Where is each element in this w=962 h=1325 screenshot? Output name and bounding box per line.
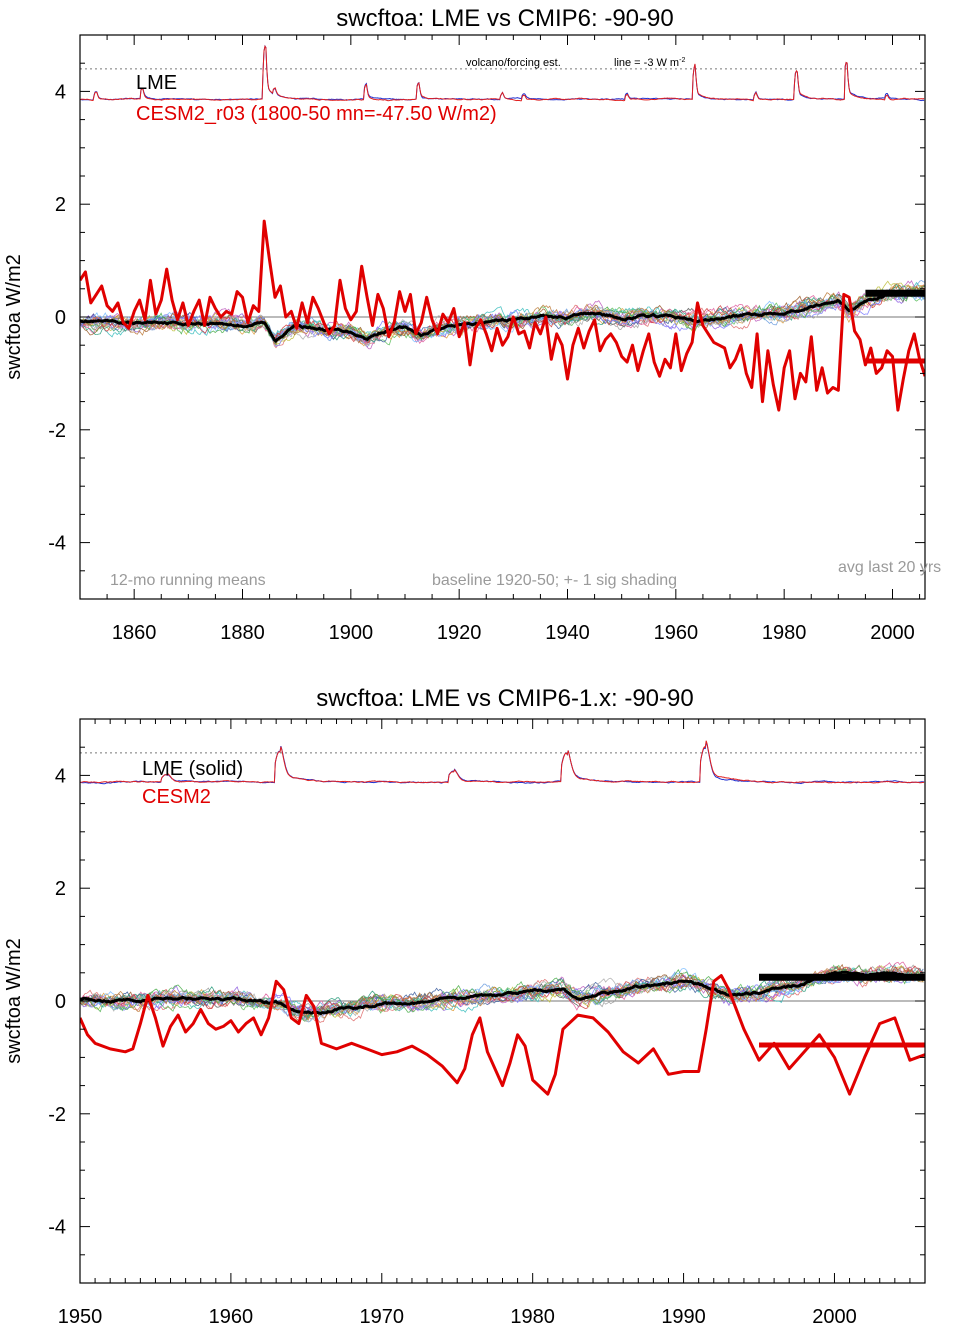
bottom-ensemble-member-13	[80, 968, 924, 1023]
bottom-y-tick-label: -2	[48, 1104, 66, 1126]
bottom-series-layer	[80, 740, 925, 1096]
top-y-axis-label: swcftoa W/m2	[3, 254, 25, 380]
top-axes: -4 -2 0 2 4 1860 1880 1900 1920 1940 1960 1980 2000	[48, 34, 925, 644]
top-x-tick-label: 1860	[112, 622, 157, 644]
line-note-annotation: line = -3 W m-2	[614, 57, 685, 69]
bottom-chart-title: swcftoa: LME vs CMIP6-1.x: -90-90	[316, 685, 693, 712]
top-plot-area	[80, 44, 925, 412]
top-y-tick-label: -2	[48, 420, 66, 442]
top-x-tick-label: 1920	[437, 622, 482, 644]
bottom-x-tick-label: 1960	[209, 1306, 254, 1325]
top-ensemble-member-19	[80, 290, 925, 347]
top-x-tick-label: 2000	[870, 622, 915, 644]
top-y-tick-label: -4	[48, 533, 66, 555]
top-volcano-forcing-red	[80, 45, 925, 102]
top-cesm2-line	[80, 219, 925, 412]
top-chart-panel: swcftoa: LME vs CMIP6: -90-90 swcftoa W/…	[3, 5, 941, 644]
top-x-tick-label: 1960	[654, 622, 699, 644]
bottom-chart-panel: swcftoa: LME vs CMIP6-1.x: -90-90 swcfto…	[3, 685, 926, 1325]
volcano-annotation: volcano/forcing est.	[466, 57, 561, 69]
top-x-tick-label: 1900	[329, 622, 374, 644]
running-mean-annotation: 12-mo running means	[110, 572, 266, 589]
bottom-x-tick-label: 1990	[661, 1306, 706, 1325]
bottom-cesm2-line	[80, 974, 925, 1096]
bottom-y-axis-label: swcftoa W/m2	[3, 938, 25, 1064]
top-y-tick-label: 0	[55, 307, 66, 329]
bottom-plot-area	[80, 740, 925, 1096]
top-lme-mean-line	[80, 289, 925, 344]
bottom-x-tick-label: 1980	[510, 1306, 555, 1325]
top-y-tick-label: 2	[55, 194, 66, 216]
bottom-x-tick-label: 2000	[812, 1306, 857, 1325]
bottom-x-tick-label: 1970	[360, 1306, 405, 1325]
top-series-layer	[80, 44, 925, 412]
top-chart-title: swcftoa: LME vs CMIP6: -90-90	[336, 5, 673, 32]
top-legend-lme: LME	[136, 72, 177, 94]
bottom-y-tick-label: -4	[48, 1217, 66, 1239]
bottom-lme-mean-line	[80, 970, 925, 1016]
line-note-text: line = -3 W m	[614, 57, 679, 69]
bottom-legend-cesm2: CESM2	[142, 786, 211, 808]
bottom-volcano-forcing-red	[80, 740, 925, 784]
top-ensemble-member-14	[80, 284, 925, 344]
bottom-x-tick-label: 1950	[58, 1306, 103, 1325]
bottom-axes: -4 -2 0 2 4 1950 1960 1970 1980 1990 2000	[48, 718, 926, 1325]
top-x-tick-label: 1980	[762, 622, 807, 644]
bottom-y-tick-label: 4	[55, 765, 66, 787]
line-note-superscript: -2	[679, 57, 685, 64]
top-legend-cesm2: CESM2_r03 (1800-50 mn=-47.50 W/m2)	[136, 103, 497, 125]
top-x-tick-label: 1880	[220, 622, 265, 644]
top-x-tick-label: 1940	[545, 622, 590, 644]
avg-last-20-annotation: avg last 20 yrs	[838, 559, 941, 576]
top-y-tick-label: 4	[55, 81, 66, 103]
bottom-y-tick-label: 2	[55, 878, 66, 900]
bottom-ensemble-member-6	[80, 963, 924, 1019]
top-ensemble-member-10	[80, 287, 925, 345]
bottom-legend-lme: LME (solid)	[142, 758, 243, 780]
bottom-y-tick-label: 0	[55, 991, 66, 1013]
baseline-annotation: baseline 1920-50; +- 1 sig shading	[432, 572, 677, 589]
